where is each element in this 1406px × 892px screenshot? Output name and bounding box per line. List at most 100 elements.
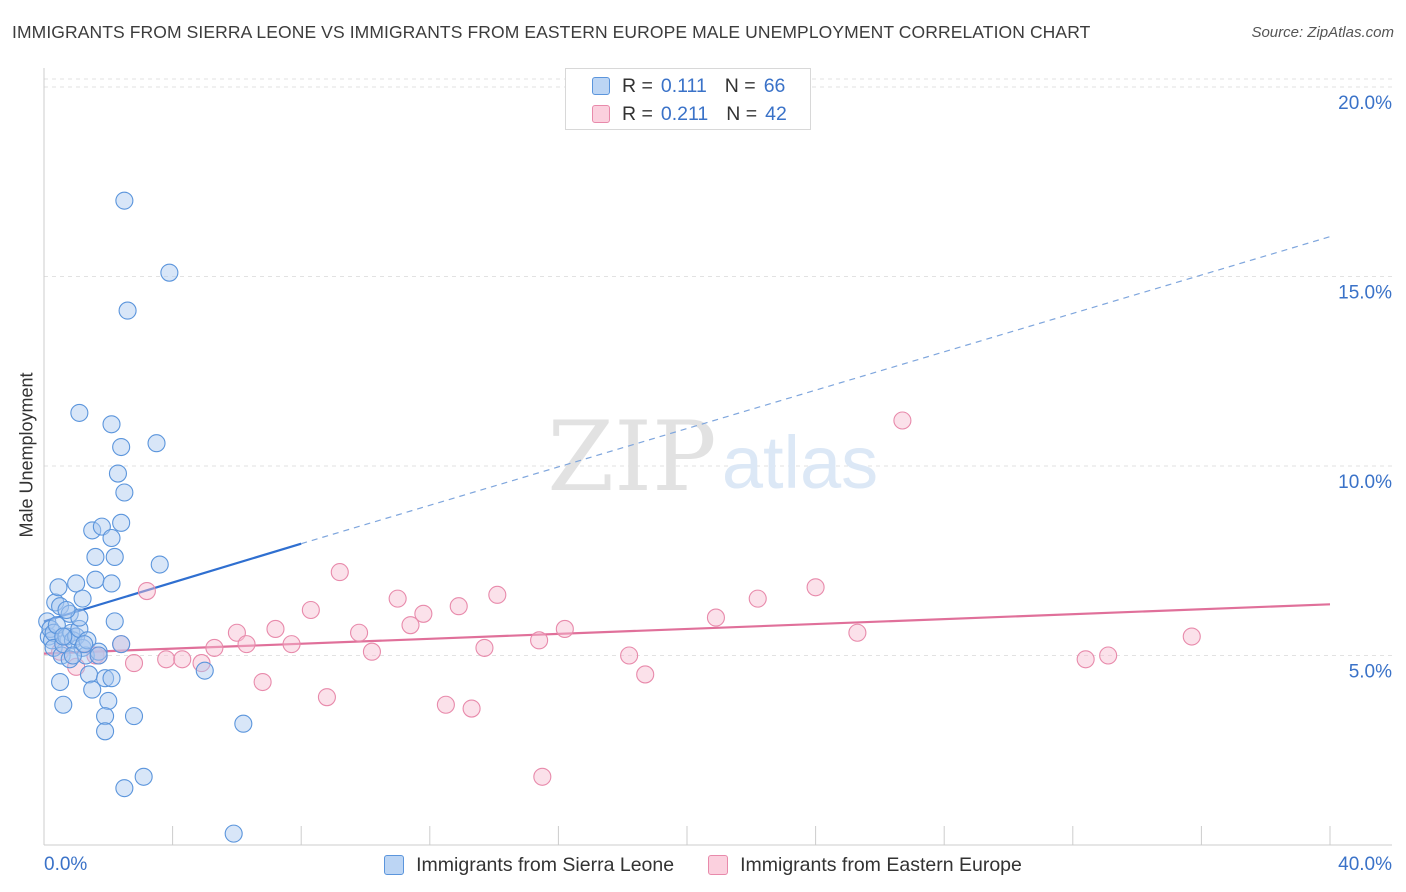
- x-tick-label: 0.0%: [44, 854, 87, 875]
- trend-lines: [43, 236, 1331, 655]
- series-swatch-blue: [384, 855, 405, 875]
- point-eastern-europe[interactable]: [301, 600, 320, 620]
- point-eastern-europe[interactable]: [253, 672, 272, 692]
- point-sierra-leone[interactable]: [83, 521, 102, 540]
- point-sierra-leone[interactable]: [73, 589, 92, 608]
- point-sierra-leone[interactable]: [112, 635, 131, 654]
- point-eastern-europe[interactable]: [636, 665, 655, 684]
- point-eastern-europe[interactable]: [350, 623, 369, 642]
- point-sierra-leone[interactable]: [234, 714, 253, 733]
- point-eastern-europe[interactable]: [1099, 646, 1118, 665]
- point-eastern-europe[interactable]: [706, 608, 725, 627]
- point-eastern-europe[interactable]: [893, 411, 912, 430]
- point-eastern-europe[interactable]: [173, 650, 192, 669]
- point-eastern-europe[interactable]: [555, 619, 574, 639]
- legend-n-label: N =: [726, 102, 758, 125]
- series-legend-label: Immigrants from Eastern Europe: [740, 853, 1022, 876]
- point-eastern-europe[interactable]: [414, 604, 433, 623]
- point-eastern-europe[interactable]: [806, 578, 825, 597]
- point-eastern-europe[interactable]: [533, 767, 552, 786]
- point-sierra-leone[interactable]: [96, 669, 115, 688]
- point-sierra-leone[interactable]: [79, 665, 99, 684]
- point-sierra-leone[interactable]: [115, 191, 134, 210]
- point-sierra-leone[interactable]: [105, 547, 124, 566]
- point-sierra-leone[interactable]: [75, 635, 94, 654]
- point-sierra-leone[interactable]: [89, 646, 108, 665]
- correlation-legend: R = 0.111 N = 66 R = 0.211 N = 42: [565, 68, 811, 130]
- point-sierra-leone[interactable]: [86, 570, 105, 589]
- point-sierra-leone[interactable]: [108, 464, 127, 483]
- point-sierra-leone[interactable]: [83, 680, 102, 699]
- legend-r-value: 0.111: [660, 74, 707, 97]
- point-eastern-europe[interactable]: [124, 654, 144, 673]
- point-sierra-leone[interactable]: [57, 600, 76, 620]
- point-sierra-leone[interactable]: [112, 437, 131, 457]
- point-sierra-leone[interactable]: [160, 263, 179, 282]
- point-eastern-europe[interactable]: [282, 635, 301, 654]
- watermark-atlas: atlas: [722, 421, 878, 504]
- point-eastern-europe[interactable]: [488, 585, 507, 604]
- point-sierra-leone[interactable]: [112, 513, 131, 532]
- point-eastern-europe[interactable]: [157, 650, 176, 669]
- point-eastern-europe[interactable]: [475, 638, 494, 657]
- point-eastern-europe[interactable]: [205, 638, 224, 657]
- point-eastern-europe[interactable]: [1076, 650, 1095, 669]
- point-sierra-leone[interactable]: [54, 695, 73, 714]
- series-legend-item-sierra-leone[interactable]: Immigrants from Sierra Leone: [384, 854, 674, 877]
- legend-r-label: R =: [622, 102, 653, 125]
- point-sierra-leone[interactable]: [102, 574, 121, 593]
- y-tick-label: 10.0%: [1338, 472, 1392, 493]
- point-eastern-europe[interactable]: [530, 631, 549, 650]
- point-sierra-leone[interactable]: [49, 578, 68, 597]
- point-eastern-europe[interactable]: [1182, 627, 1201, 646]
- legend-swatch-pink: [592, 105, 610, 123]
- point-sierra-leone[interactable]: [150, 555, 169, 574]
- series-legend-item-eastern-europe[interactable]: Immigrants from Eastern Europe: [708, 854, 1022, 877]
- point-sierra-leone[interactable]: [102, 528, 121, 548]
- point-eastern-europe[interactable]: [317, 688, 336, 707]
- point-sierra-leone[interactable]: [115, 779, 134, 798]
- y-axis-label: Male Unemployment: [16, 372, 37, 538]
- point-sierra-leone[interactable]: [147, 434, 166, 453]
- point-sierra-leone[interactable]: [102, 415, 121, 434]
- point-sierra-leone[interactable]: [54, 627, 73, 646]
- point-eastern-europe[interactable]: [748, 589, 767, 608]
- points-eastern-europe: [51, 411, 1201, 786]
- legend-n-value: 66: [763, 74, 786, 97]
- tick-labels: 5.0% 10.0% 15.0% 20.0% 0.0% 40.0%: [44, 93, 1392, 875]
- point-eastern-europe[interactable]: [620, 646, 639, 665]
- point-sierra-leone[interactable]: [67, 574, 86, 593]
- point-sierra-leone[interactable]: [99, 691, 118, 711]
- point-eastern-europe[interactable]: [266, 619, 285, 639]
- point-eastern-europe[interactable]: [362, 642, 381, 661]
- point-sierra-leone[interactable]: [224, 824, 243, 843]
- point-sierra-leone[interactable]: [195, 661, 214, 680]
- legend-row-sierra-leone: R = 0.111 N = 66: [592, 75, 785, 97]
- point-eastern-europe[interactable]: [237, 635, 256, 654]
- point-sierra-leone[interactable]: [105, 612, 124, 631]
- grid-lines: [44, 78, 1392, 656]
- point-sierra-leone[interactable]: [96, 722, 115, 741]
- point-sierra-leone[interactable]: [63, 646, 82, 665]
- point-sierra-leone[interactable]: [89, 642, 108, 661]
- point-sierra-leone[interactable]: [134, 767, 153, 786]
- point-sierra-leone[interactable]: [118, 301, 137, 320]
- point-sierra-leone[interactable]: [70, 403, 89, 422]
- point-sierra-leone[interactable]: [51, 672, 70, 692]
- point-eastern-europe[interactable]: [462, 699, 481, 718]
- point-eastern-europe[interactable]: [388, 589, 407, 608]
- point-eastern-europe[interactable]: [137, 582, 156, 601]
- point-sierra-leone[interactable]: [124, 707, 144, 726]
- point-sierra-leone[interactable]: [115, 483, 134, 502]
- legend-swatch-blue: [592, 77, 610, 95]
- point-eastern-europe[interactable]: [401, 616, 420, 635]
- point-eastern-europe[interactable]: [449, 597, 468, 616]
- point-eastern-europe[interactable]: [848, 623, 867, 642]
- point-eastern-europe[interactable]: [436, 695, 455, 714]
- point-eastern-europe[interactable]: [330, 563, 349, 582]
- legend-r-value: 0.211: [660, 102, 709, 125]
- point-sierra-leone[interactable]: [86, 547, 105, 566]
- point-sierra-leone[interactable]: [96, 707, 115, 726]
- point-sierra-leone[interactable]: [102, 669, 121, 688]
